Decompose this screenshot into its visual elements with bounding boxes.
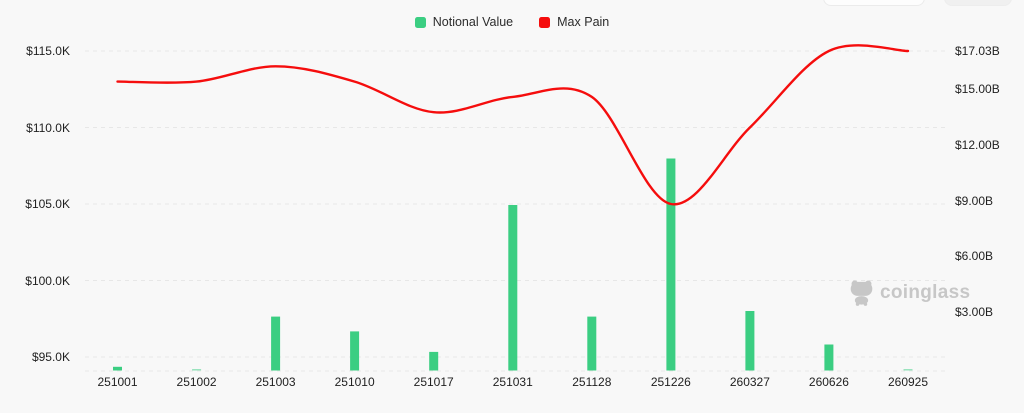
- bar-251002[interactable]: [192, 369, 202, 371]
- x-tick-251226: 251226: [650, 375, 691, 389]
- x-tick-251017: 251017: [413, 375, 454, 389]
- right-tick-$15.00B: $15.00B: [955, 82, 1000, 96]
- right-tick-$3.00B: $3.00B: [955, 305, 994, 320]
- legend-item-notional-value[interactable]: Notional Value: [414, 15, 514, 29]
- x-tick-260626: 260626: [808, 375, 849, 389]
- right-tick-$12.00B: $12.00B: [955, 137, 1000, 152]
- bar-251003[interactable]: [271, 316, 281, 371]
- left-tick-$105.0K: $105.0K: [25, 197, 70, 211]
- bar-251226[interactable]: [666, 158, 676, 371]
- x-tick-251128: 251128: [572, 375, 612, 389]
- right-tick-$6.00B: $6.00B: [955, 249, 994, 264]
- notional-value-swatch-icon: [414, 16, 426, 28]
- chart-legend: Notional Value Max Pain: [0, 15, 1024, 29]
- max-pain-swatch-icon: [539, 16, 551, 28]
- x-tick-260925: 260925: [887, 375, 929, 389]
- left-tick-$115.0K: $115.0K: [26, 44, 70, 58]
- left-tick-$95.0K: $95.0K: [31, 350, 70, 364]
- x-tick-251031: 251031: [492, 375, 533, 389]
- legend-item-max-pain[interactable]: Max Pain: [539, 15, 609, 29]
- bar-251001[interactable]: [113, 366, 122, 371]
- bar-251128[interactable]: [587, 316, 597, 371]
- x-tick-251002: 251002: [176, 375, 217, 389]
- bar-260327[interactable]: [745, 311, 755, 371]
- x-tick-251003: 251003: [255, 375, 296, 389]
- x-tick-251001: 251001: [97, 375, 138, 389]
- left-tick-$100.0K: $100.0K: [25, 273, 70, 288]
- x-tick-251010: 251010: [334, 375, 375, 389]
- bar-251031[interactable]: [508, 205, 518, 371]
- left-tick-$110.0K: $110.0K: [26, 120, 70, 135]
- right-tick-$9.00B: $9.00B: [955, 193, 994, 208]
- bar-251017[interactable]: [429, 351, 439, 371]
- bar-260925[interactable]: [903, 369, 913, 371]
- max-pain-line[interactable]: [116, 44, 910, 206]
- right-tick-$17.03B: $17.03B: [955, 44, 1000, 59]
- legend-label-notional-value: Notional Value: [432, 15, 514, 29]
- bar-251010[interactable]: [350, 331, 360, 371]
- legend-label-max-pain: Max Pain: [557, 15, 610, 29]
- bar-260626[interactable]: [824, 344, 834, 371]
- x-tick-260327: 260327: [729, 375, 770, 389]
